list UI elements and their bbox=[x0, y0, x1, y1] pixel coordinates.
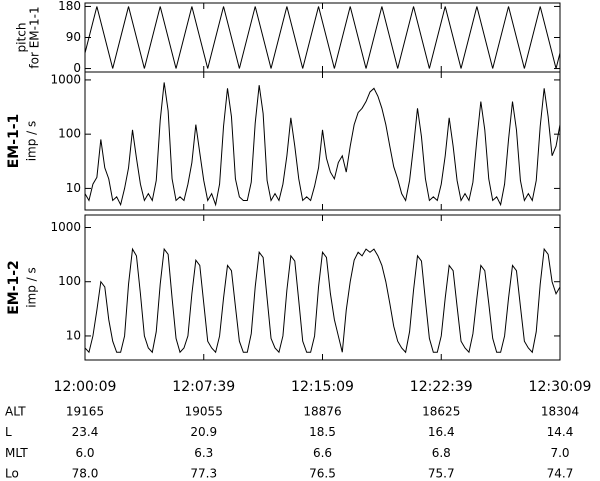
data-line bbox=[84, 6, 561, 69]
y-axis-label: imp / s bbox=[25, 267, 39, 308]
y-tick-label: 1000 bbox=[50, 220, 81, 234]
y-tick-label: 180 bbox=[58, 0, 81, 13]
table-cell: 16.4 bbox=[428, 425, 455, 439]
table-cell: 19055 bbox=[185, 405, 223, 419]
panel-frame bbox=[84, 71, 561, 211]
table-cell: 6.3 bbox=[194, 446, 213, 460]
x-tick-label: 12:30:09 bbox=[529, 379, 592, 395]
y-tick-label: 90 bbox=[66, 30, 81, 44]
y-tick-label: 10 bbox=[66, 181, 81, 195]
table-cell: 18304 bbox=[541, 405, 579, 419]
x-tick-label: 12:15:09 bbox=[291, 379, 354, 395]
table-cell: 6.8 bbox=[432, 446, 451, 460]
panel-frame bbox=[84, 2, 561, 73]
table-cell: 18876 bbox=[303, 405, 341, 419]
y-axis-label: EM-1-1 bbox=[6, 114, 22, 169]
table-cell: 23.4 bbox=[72, 425, 99, 439]
table-cell: 18625 bbox=[422, 405, 460, 419]
table-cell: 76.5 bbox=[309, 467, 336, 481]
table-cell: 18.5 bbox=[309, 425, 336, 439]
table-cell: 6.6 bbox=[313, 446, 332, 460]
table-cell: 6.0 bbox=[75, 446, 94, 460]
data-line bbox=[84, 247, 561, 354]
y-axis-label: imp / s bbox=[25, 121, 39, 162]
row-label: L bbox=[5, 425, 12, 439]
table-cell: 77.3 bbox=[190, 467, 217, 481]
table-cell: 14.4 bbox=[547, 425, 574, 439]
row-label: MLT bbox=[5, 446, 28, 460]
x-tick-label: 12:00:09 bbox=[54, 379, 117, 395]
row-label: ALT bbox=[5, 405, 26, 419]
x-tick-label: 12:07:39 bbox=[172, 379, 235, 395]
table-cell: 19165 bbox=[66, 405, 104, 419]
y-tick-label: 100 bbox=[58, 127, 81, 141]
table-cell: 20.9 bbox=[190, 425, 217, 439]
table-cell: 74.7 bbox=[547, 467, 574, 481]
y-tick-label: 0 bbox=[73, 61, 81, 75]
y-tick-label: 100 bbox=[58, 274, 81, 288]
y-axis-label: pitch bbox=[15, 23, 29, 53]
y-tick-label: 10 bbox=[66, 328, 81, 342]
row-label: Lo bbox=[5, 467, 19, 481]
table-cell: 78.0 bbox=[72, 467, 99, 481]
data-line bbox=[84, 82, 561, 207]
y-tick-label: 1000 bbox=[50, 72, 81, 86]
table-cell: 7.0 bbox=[550, 446, 569, 460]
table-cell: 75.7 bbox=[428, 467, 455, 481]
x-tick-label: 12:22:39 bbox=[410, 379, 473, 395]
y-axis-label: for EM-1-1 bbox=[28, 6, 42, 68]
y-axis-label: EM-1-2 bbox=[6, 260, 22, 315]
panel-frame bbox=[84, 214, 561, 361]
